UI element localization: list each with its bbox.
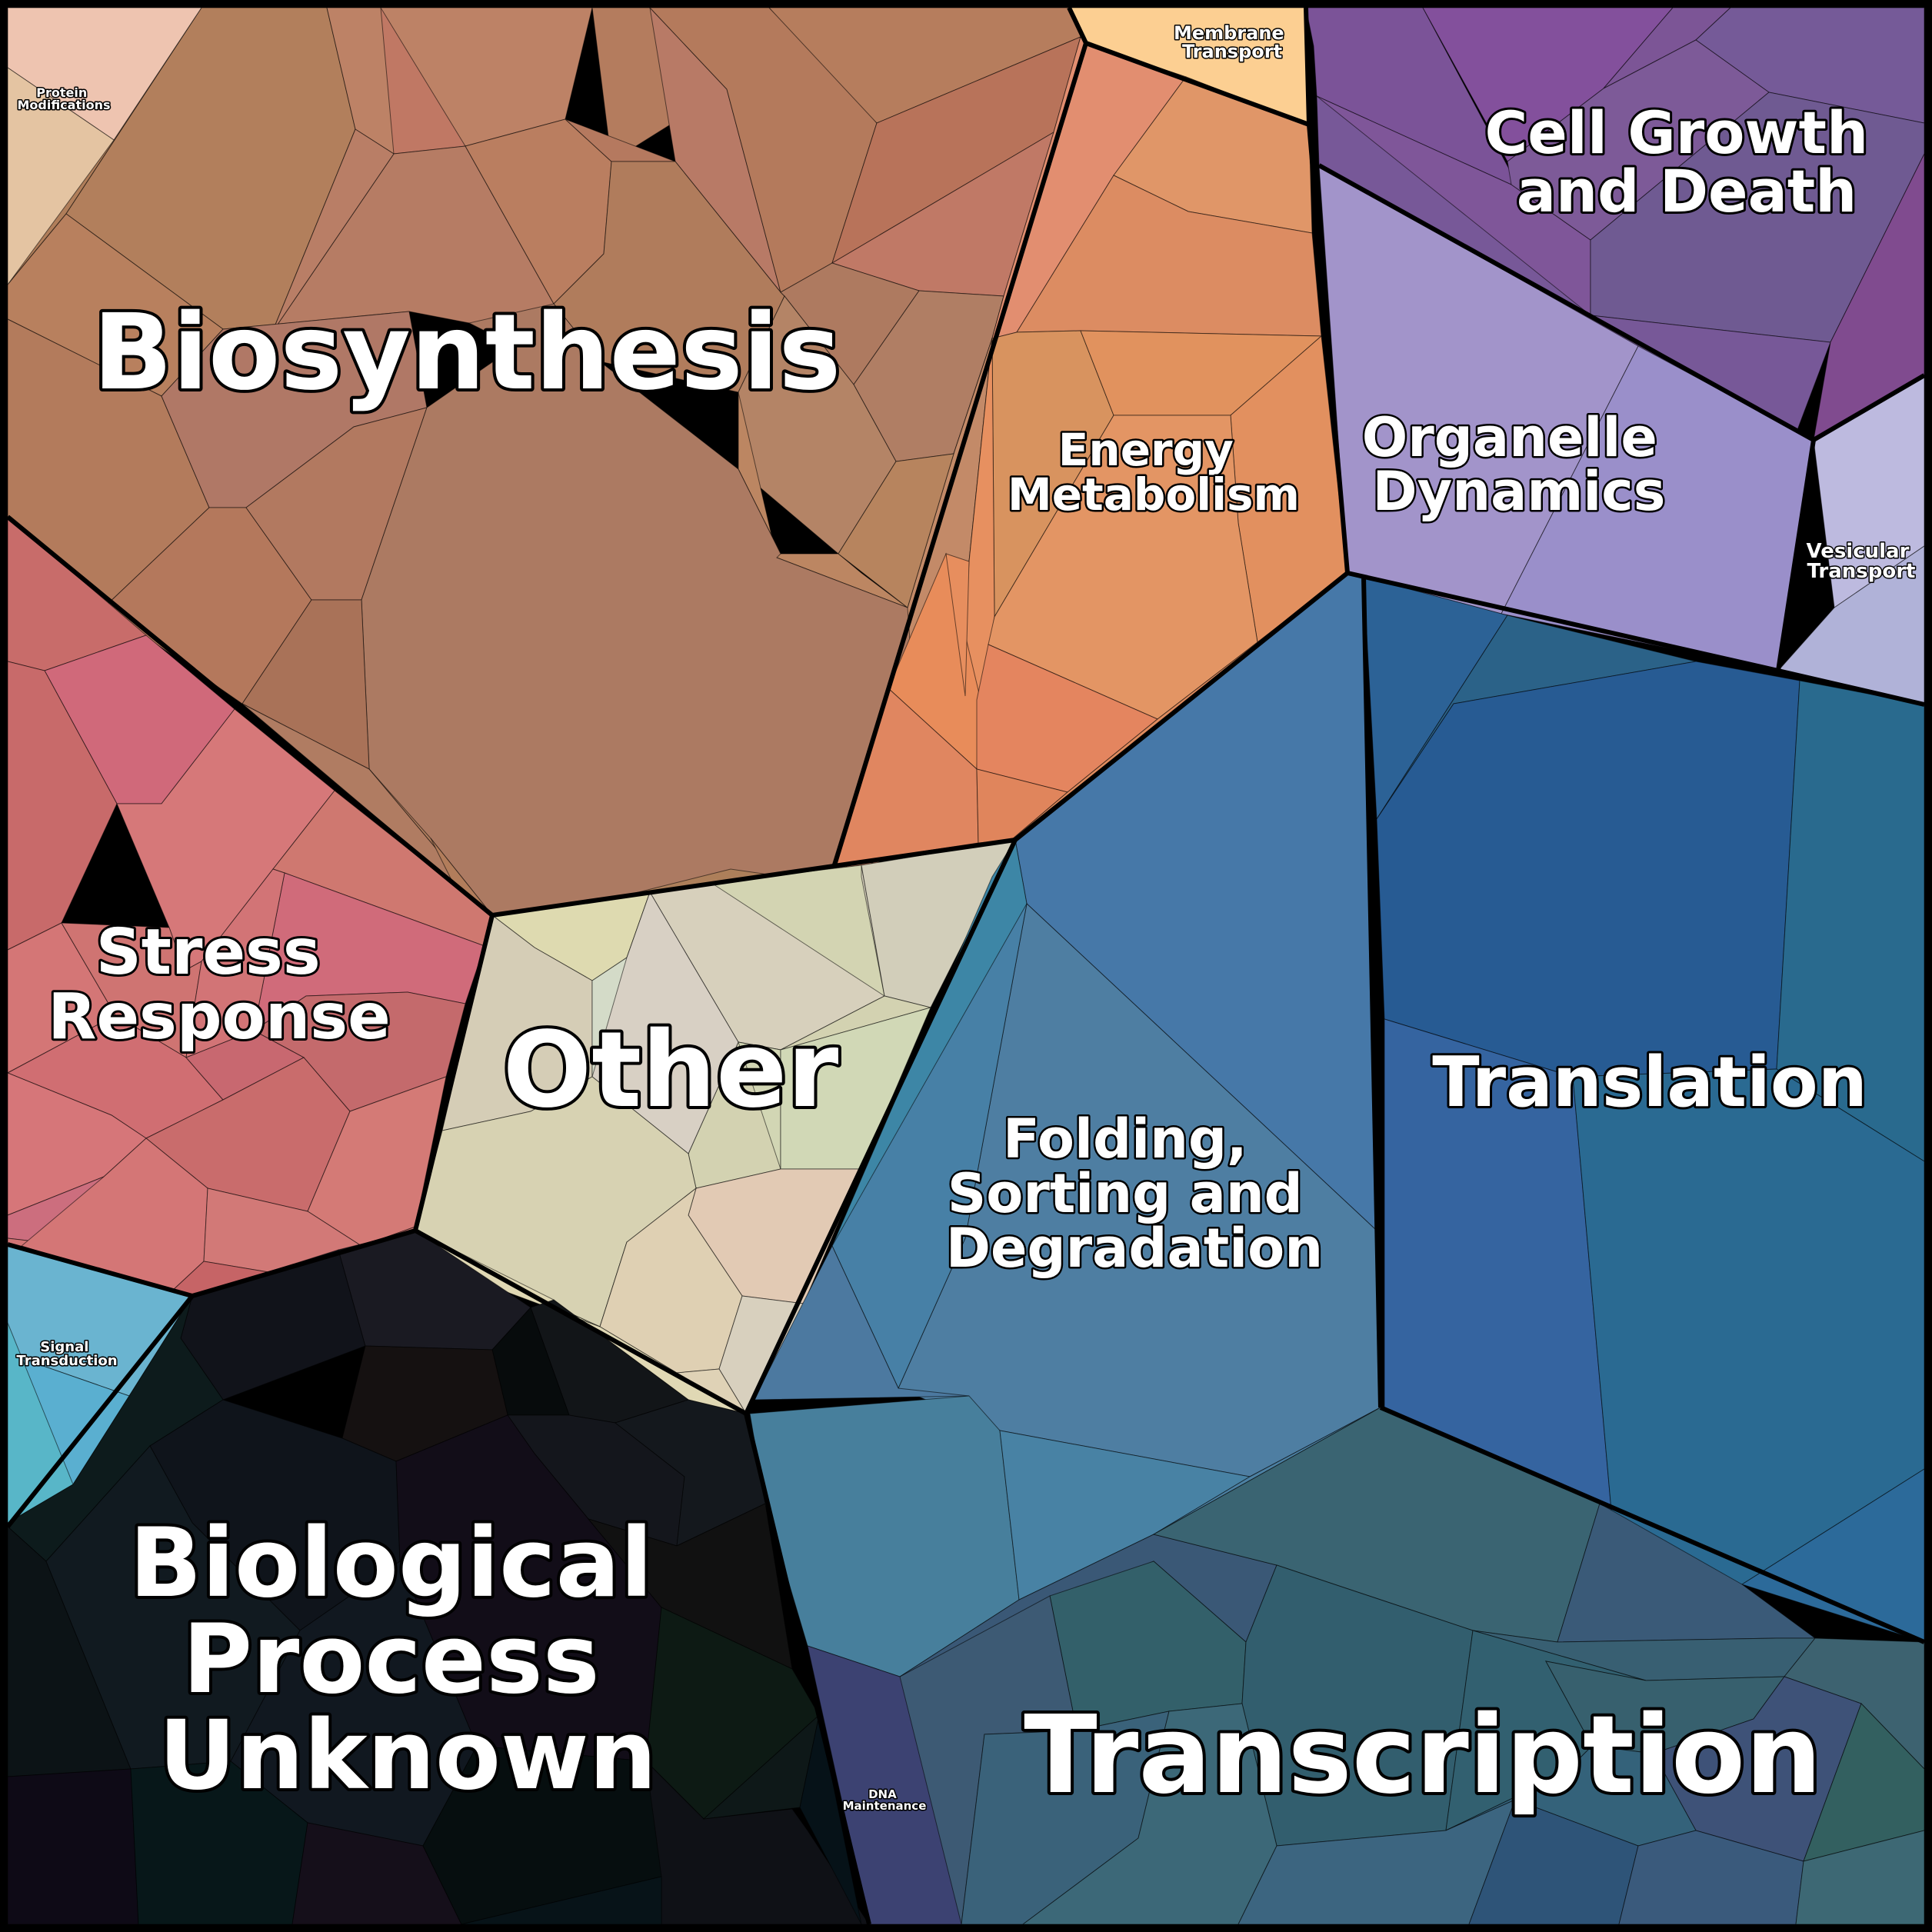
region-biosynthesis[interactable] <box>7 6 1087 916</box>
label-energy-metabolism: Energy Metabolism <box>1008 424 1300 521</box>
region-stress-response[interactable] <box>6 515 493 1297</box>
label-vesicular-transport: Vesicular Transport <box>1807 540 1917 583</box>
label-bio-unknown: Biological Process Unknown <box>129 1508 686 1811</box>
region-translation[interactable] <box>1363 576 1925 1643</box>
label-cell-growth: Cell Growth and Death <box>1484 98 1888 225</box>
label-signal-transduction: Signal Transduction <box>16 1339 117 1369</box>
label-protein-modifications: Protein Modifications <box>17 85 110 112</box>
label-stress-response: Stress Response <box>48 916 390 1054</box>
label-biosynthesis: Biosynthesis <box>93 292 841 414</box>
labels: Biosynthesis Protein Modifications Membr… <box>15 22 1917 1822</box>
region-cell-growth[interactable] <box>1305 7 1925 441</box>
region-bio-unknown[interactable] <box>7 1230 870 1925</box>
label-membrane-transport: Membrane Transport <box>1174 22 1291 62</box>
label-dna-maintenance: DNA Maintenance <box>843 1787 927 1813</box>
region-transcription[interactable] <box>899 1407 1925 1925</box>
label-transcription: Transcription <box>1024 1693 1822 1818</box>
label-translation: Translation <box>1432 1042 1867 1123</box>
label-organelle-dynamics: Organelle Dynamics <box>1362 406 1677 523</box>
label-other: Other <box>503 1010 839 1131</box>
region-folding[interactable] <box>749 572 1381 1677</box>
label-folding: Folding, Sorting and Degradation <box>946 1108 1323 1280</box>
